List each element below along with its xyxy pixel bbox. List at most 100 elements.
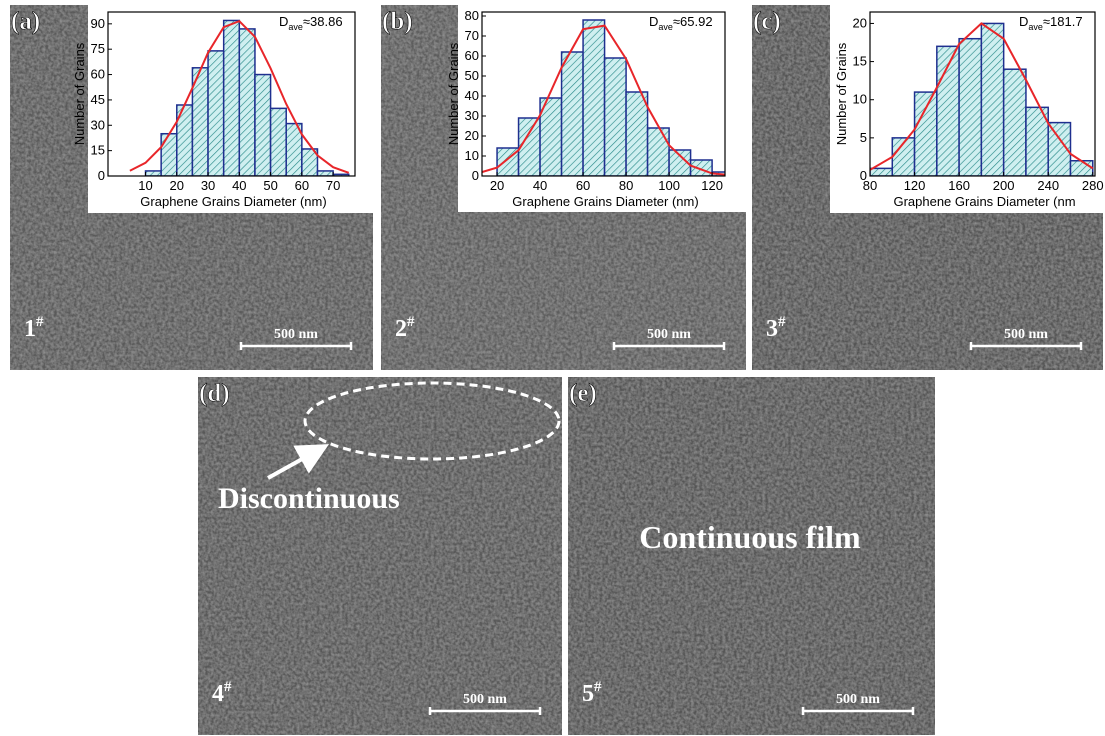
annotation: Dave≈38.86 <box>279 14 343 32</box>
y-tick-label: 45 <box>91 92 105 107</box>
bar <box>625 91 649 176</box>
bar <box>980 22 1005 176</box>
sample-mark: # <box>594 679 602 695</box>
axes-frame <box>869 11 1096 177</box>
bar <box>238 28 256 176</box>
highlight-ellipse <box>303 381 561 461</box>
bar <box>160 132 178 176</box>
scale-bar <box>239 342 353 350</box>
y-tick-label: 15 <box>91 143 105 158</box>
annotation-main: D <box>649 14 658 29</box>
scale-bar <box>969 342 1083 350</box>
sample-number: 1 <box>24 316 36 342</box>
x-tick-label: 200 <box>993 178 1015 193</box>
bar <box>603 57 627 176</box>
panel-label: (d) <box>199 380 230 407</box>
sample-number: 5 <box>582 681 594 707</box>
x-axis-label: Graphene Grains Diameter (nm) <box>140 194 326 209</box>
y-tick-label: 90 <box>91 16 105 31</box>
x-tick-label: 80 <box>619 178 633 193</box>
x-tick-label: 80 <box>863 178 877 193</box>
y-tick-label: 15 <box>853 54 867 69</box>
annotation-rest: ≈38.86 <box>303 14 343 29</box>
sample-mark: # <box>407 314 415 330</box>
panel-label: (a) <box>11 8 40 35</box>
bar <box>913 91 938 176</box>
histogram-inset: 20 40 60 80 100 12001020304050607080Graphene … <box>446 5 746 212</box>
y-tick-label: 80 <box>465 8 479 23</box>
x-tick-label: 60 <box>295 178 309 193</box>
scale-bar-label: 500 nm <box>1004 327 1048 342</box>
x-tick-label: 10 <box>138 178 152 193</box>
sem-image <box>568 377 935 735</box>
y-tick-label: 30 <box>465 108 479 123</box>
bar <box>301 148 319 176</box>
x-tick-label: 160 <box>948 178 970 193</box>
scale-bar <box>612 342 726 350</box>
x-tick-label: 20 <box>490 178 504 193</box>
bar <box>1002 68 1027 176</box>
bar <box>269 107 287 176</box>
y-tick-label: 40 <box>465 88 479 103</box>
annotation-main: D <box>279 14 288 29</box>
histogram-inset: 10 20 30 40 50 60 70 0 15 30 45 60 75 90 Graphene Grai… <box>72 5 373 213</box>
scale-bar <box>801 707 915 715</box>
y-axis-label: Number of Grains <box>446 42 461 145</box>
annotation: Discontinuous <box>218 482 400 515</box>
x-tick-label: 30 <box>201 178 215 193</box>
bar <box>646 127 670 176</box>
annotation-sub: ave <box>658 22 673 32</box>
bar <box>1047 121 1072 176</box>
bar <box>517 117 541 176</box>
y-tick-label: 30 <box>91 117 105 132</box>
scale-bar-label: 500 nm <box>836 692 880 707</box>
x-tick-label: 40 <box>232 178 246 193</box>
annotation-sub: ave <box>1028 22 1043 32</box>
bar <box>254 73 272 176</box>
sample-number: 4 <box>212 681 224 707</box>
axes-frame <box>481 11 726 177</box>
bar <box>582 19 606 176</box>
sample-mark: # <box>224 679 232 695</box>
plot-area <box>482 19 725 176</box>
histogram-inset: 80 120 160 200 240 280 0 5 10 15 20 Graphene Grains… <box>830 5 1104 213</box>
x-tick-label: 280 <box>1082 178 1104 193</box>
fit-curve <box>870 22 1094 171</box>
y-tick-label: 10 <box>853 92 867 107</box>
x-tick-label: 40 <box>533 178 547 193</box>
annotation-sub: ave <box>288 22 303 32</box>
x-tick-label: 120 <box>701 178 723 193</box>
y-tick-label: 0 <box>472 168 479 183</box>
bar <box>689 159 713 176</box>
x-tick-label: 20 <box>170 178 184 193</box>
sample-mark: # <box>778 314 786 330</box>
y-tick-label: 20 <box>853 15 867 30</box>
plot-area <box>129 19 350 176</box>
sample-label: 1# <box>24 314 44 342</box>
bar <box>870 167 894 176</box>
scale-bar-label: 500 nm <box>463 692 507 707</box>
scale-bar <box>428 707 542 715</box>
sample-number: 2 <box>395 316 407 342</box>
y-tick-label: 60 <box>465 48 479 63</box>
y-tick-label: 5 <box>860 130 867 145</box>
y-tick-label: 75 <box>91 41 105 56</box>
annotation: Dave≈65.92 <box>649 14 713 32</box>
bar <box>207 50 225 176</box>
arrow <box>267 444 329 480</box>
annotation: Continuous film <box>639 519 861 555</box>
sample-label: 4# <box>212 679 232 707</box>
panel-label: (b) <box>382 8 413 35</box>
x-axis-label: Graphene Grains Diameter (nm <box>893 194 1075 209</box>
bar <box>316 170 334 176</box>
annotation-main: D <box>1019 14 1028 29</box>
x-tick-label: 70 <box>326 178 340 193</box>
sample-label: 3# <box>766 314 786 342</box>
y-tick-label: 0 <box>98 168 105 183</box>
sample-number: 3 <box>766 316 778 342</box>
bar <box>560 51 584 176</box>
fit-curve <box>129 19 350 174</box>
panel-label: (c) <box>753 8 781 35</box>
annotation-rest: ≈65.92 <box>673 14 713 29</box>
annotation: Dave≈181.7 <box>1019 14 1083 32</box>
